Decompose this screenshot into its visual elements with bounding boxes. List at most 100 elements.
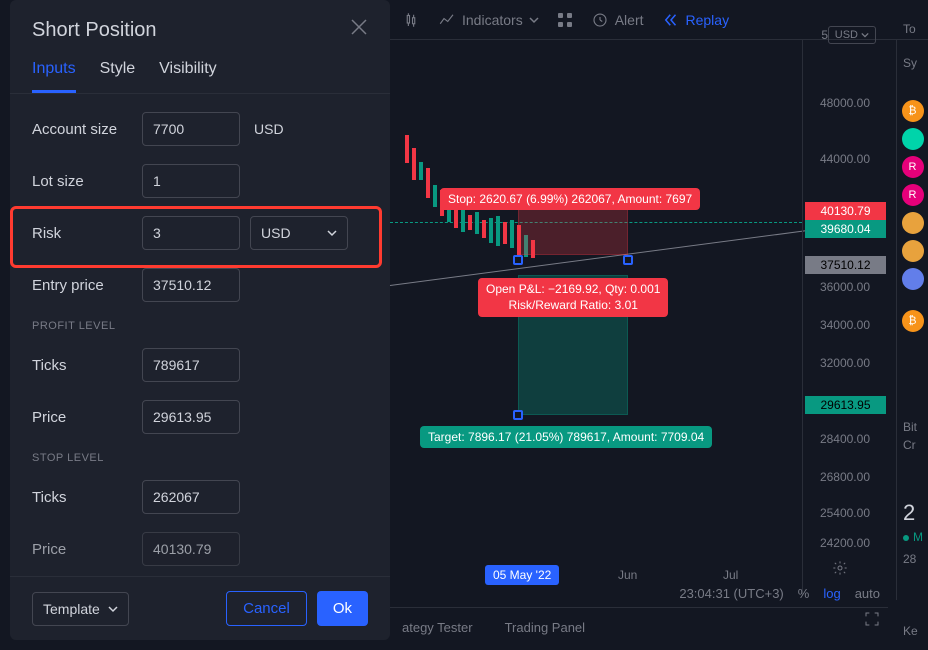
price-tick: 48000.00 [820,96,870,110]
fullscreen-icon [864,611,880,627]
indicators-label: Indicators [462,12,523,28]
stop-ticks-label: Ticks [32,489,132,506]
coin-icon[interactable] [902,212,924,234]
candle [412,148,416,180]
chevron-down-icon [108,604,118,614]
candle [510,220,514,248]
dialog-tabs: Inputs Style Visibility [10,42,390,94]
price-badge-target: 29613.95 [805,396,886,414]
symbol-label: Sy [903,56,917,70]
price-axis[interactable]: 5 USD 48000.00 44000.00 40130.79 39680.0… [802,40,888,595]
alert-label: Alert [615,12,644,28]
chevron-down-icon [861,31,869,39]
stop-section-header: STOP LEVEL [32,452,368,464]
short-position-dialog: Short Position Inputs Style Visibility A… [10,0,390,640]
cr-label: Cr [903,438,916,452]
coin-icon[interactable] [902,240,924,262]
price-badge-entry: 37510.12 [805,256,886,274]
tab-visibility[interactable]: Visibility [159,60,217,93]
lot-size-label: Lot size [32,173,132,190]
dialog-title: Short Position [32,19,157,42]
chevron-down-icon [529,15,539,25]
price-tick: 25400.00 [820,506,870,520]
bit-label: Bit [903,420,917,434]
tab-trading-panel[interactable]: Trading Panel [493,614,597,641]
price-tick: 26800.00 [820,470,870,484]
alert-button[interactable]: Alert [591,11,644,29]
tab-inputs[interactable]: Inputs [32,60,76,93]
template-select[interactable]: Template [32,592,129,626]
currency-selector[interactable]: USD [828,26,876,44]
coin-icon[interactable] [902,128,924,150]
account-size-label: Account size [32,121,132,138]
price-tick: 28400.00 [820,432,870,446]
stop-info-label: Stop: 2620.67 (6.99%) 262067, Amount: 76… [440,188,700,210]
profit-ticks-input[interactable] [142,348,240,382]
price-tick: 44000.00 [820,152,870,166]
risk-input[interactable] [142,216,240,250]
gear-icon [832,560,848,576]
price-tick: 34000.00 [820,318,870,332]
close-icon [350,18,368,36]
m-label: M [903,530,923,544]
account-size-input[interactable] [142,112,240,146]
candle-type-button[interactable] [402,11,420,29]
price-tick: 36000.00 [820,280,870,294]
stop-price-label: Price [32,541,132,558]
watchlist-header: To [903,22,916,36]
count-label: 2 [903,500,915,526]
bottom-bar: 23:04:31 (UTC+3) % log auto ategy Tester… [390,580,888,638]
chevron-down-icon [327,228,337,238]
entry-price-input[interactable] [142,268,240,302]
target-info-label: Target: 7896.17 (21.05%) 789617, Amount:… [420,426,712,448]
auto-toggle[interactable]: auto [855,586,880,601]
price-tick: 24200.00 [820,536,870,550]
candle [503,222,507,244]
apps-button[interactable] [557,12,573,28]
tab-strategy-tester[interactable]: ategy Tester [390,614,485,641]
coin-icon[interactable] [902,268,924,290]
profit-price-input[interactable] [142,400,240,434]
drag-handle[interactable] [513,255,523,265]
ok-button[interactable]: Ok [317,591,368,626]
axis-settings-button[interactable] [832,560,848,581]
candle [468,215,472,230]
candle [405,135,409,163]
candle [426,168,430,198]
cancel-button[interactable]: Cancel [226,591,307,626]
right-sidebar: To Sy ₿ R R ₿ Bit Cr 2 M 28 Ke [896,40,928,600]
price-tick: 32000.00 [820,356,870,370]
profit-ticks-label: Ticks [32,357,132,374]
chart-canvas[interactable]: Stop: 2620.67 (6.99%) 262067, Amount: 76… [390,40,802,595]
stop-price-input[interactable] [142,532,240,566]
price-badge-stop: 40130.79 [805,202,886,220]
fullscreen-button[interactable] [864,611,880,632]
28-label: 28 [903,552,916,566]
close-button[interactable] [350,18,368,42]
stop-ticks-input[interactable] [142,480,240,514]
lot-size-input[interactable] [142,164,240,198]
profit-price-label: Price [32,409,132,426]
tab-style[interactable]: Style [100,60,136,93]
coin-icon[interactable]: R [902,184,924,206]
coin-icon[interactable]: R [902,156,924,178]
candle [419,162,423,180]
percent-toggle[interactable]: % [798,586,810,601]
price-badge-quote: 39680.04 [805,220,886,238]
profit-section-header: PROFIT LEVEL [32,320,368,332]
candle [496,216,500,246]
candle [475,212,479,234]
stop-zone[interactable] [518,205,628,255]
replay-button[interactable]: Replay [662,11,730,29]
candle [482,220,486,238]
drag-handle[interactable] [513,410,523,420]
candle [489,218,493,243]
drag-handle[interactable] [623,255,633,265]
coin-icon[interactable]: ₿ [902,100,924,122]
coin-icon[interactable]: ₿ [902,310,924,332]
entry-price-label: Entry price [32,277,132,294]
risk-unit-select[interactable]: USD [250,216,348,250]
indicators-button[interactable]: Indicators [438,11,539,29]
pnl-info-label: Open P&L: −2169.92, Qty: 0.001 Risk/Rewa… [478,278,668,317]
log-toggle[interactable]: log [823,586,840,601]
